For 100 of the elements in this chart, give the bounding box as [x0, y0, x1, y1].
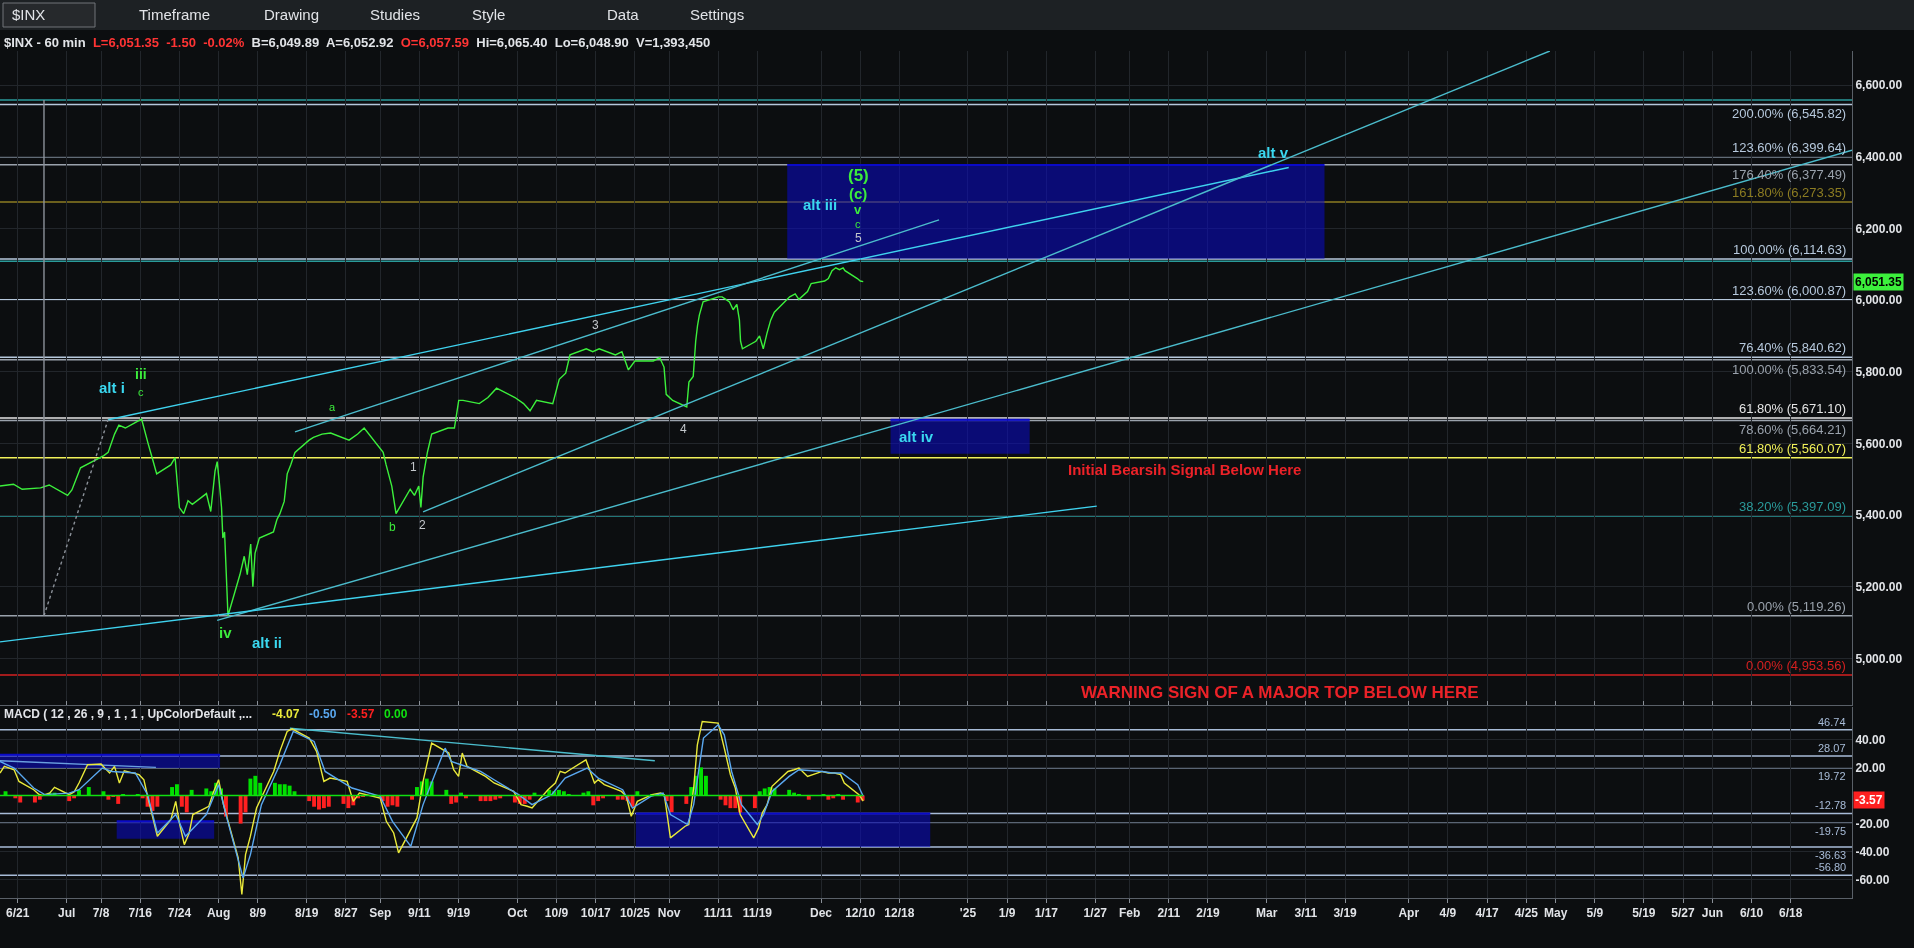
x-tick-label: 4/9 — [1439, 906, 1457, 921]
x-tick-label: 8/19 — [295, 906, 319, 921]
x-tick-label: 6/10 — [1739, 906, 1764, 921]
ref-line-label: 28.07 — [1818, 742, 1846, 754]
x-tick-label: 1/17 — [1034, 906, 1059, 921]
ref-line-label: 161.80% (6,273.35) — [1732, 185, 1847, 200]
ref-line-label: 200.00% (6,545.82) — [1732, 106, 1847, 121]
x-tick-label: Dec — [810, 906, 833, 921]
chart-title: MACD ( 12 , 26 , 9 , 1 , 1 , UpColorDefault ,... — [4, 707, 253, 721]
x-tick-label: 10/25 — [619, 906, 651, 921]
annotation: -4.07 — [272, 707, 300, 721]
x-tick-label: 5/27 — [1671, 906, 1696, 921]
annotation: 2 — [419, 518, 426, 532]
ref-line-label: 100.00% (6,114.63) — [1733, 242, 1847, 257]
x-tick-label: 1/27 — [1083, 906, 1108, 921]
x-tick-label: 2/19 — [1196, 906, 1220, 921]
annotation: Initial Bearsih Signal Below Here — [1068, 461, 1302, 478]
series-label: alt iv — [899, 428, 934, 445]
x-tick-label: Feb — [1118, 906, 1141, 921]
ref-line-label: 0.00% (4,953.56) — [1746, 658, 1846, 673]
text: Drawing — [264, 6, 320, 23]
ref-line-label: 123.60% (6,000.87) — [1732, 283, 1847, 298]
annotation: c — [138, 386, 144, 398]
y-tick-label: 5,400.00 — [1855, 508, 1903, 523]
y-tick-label: -40.00 — [1855, 844, 1890, 859]
annotation: b — [389, 520, 396, 534]
annotation: 0.00 — [384, 707, 408, 721]
x-tick-label: 4/17 — [1475, 906, 1500, 921]
x-tick-label: 11/11 — [703, 906, 733, 921]
annotation: 1 — [410, 460, 417, 474]
chart-title: $INX - 60 min L=6,051.35 -1.50 -0.02% B=6,049.89 A=6,052.92 O=6,057.59 Hi=6,065.40 Lo=6,048.90 V=1,393,450 — [4, 35, 711, 50]
text: Data — [607, 6, 640, 23]
y-tick-label: 5,600.00 — [1855, 436, 1903, 451]
x-tick-label: '25 — [959, 906, 977, 921]
annotation: 3 — [592, 318, 599, 332]
text: $INX — [12, 6, 46, 23]
ref-line-label: -12.78 — [1815, 799, 1847, 811]
annotation: alt i — [99, 379, 125, 396]
x-tick-label: Jul — [58, 906, 76, 921]
x-tick-label: 4/25 — [1514, 906, 1539, 921]
x-tick-label: 7/24 — [167, 906, 192, 921]
text: Timeframe — [139, 6, 211, 23]
x-tick-label: 6/21 — [6, 906, 30, 921]
annotation: (c) — [849, 185, 868, 202]
ref-line-label: -56.80 — [1815, 861, 1847, 873]
x-tick-label: Apr — [1398, 906, 1420, 921]
annotation: iv — [219, 624, 233, 641]
annotation: -0.50 — [309, 707, 337, 721]
y-tick-label: 5,000.00 — [1855, 651, 1903, 666]
y-tick-label: 5,800.00 — [1855, 364, 1903, 379]
x-tick-label: Mar — [1256, 906, 1278, 921]
y-tick-label: 20.00 — [1855, 760, 1886, 775]
ref-line-label: -19.75 — [1815, 825, 1847, 837]
x-tick-label: Jun — [1701, 906, 1724, 921]
y-tick-label: 40.00 — [1855, 732, 1886, 747]
x-tick-label: 9/11 — [408, 906, 432, 921]
x-tick-label: Aug — [206, 906, 231, 921]
x-tick-label: 5/9 — [1586, 906, 1604, 921]
annotation: 5 — [855, 231, 862, 245]
ref-line-label: 76.40% (5,840.62) — [1739, 340, 1846, 355]
ref-line-label: -36.63 — [1815, 849, 1847, 861]
x-tick-label: Sep — [369, 906, 392, 921]
ref-line-label: 46.74 — [1818, 716, 1846, 728]
x-tick-label: 8/9 — [249, 906, 267, 921]
x-tick-label: 2/11 — [1157, 906, 1181, 921]
annotation: alt v — [1258, 144, 1289, 161]
y-tick-label: -60.00 — [1855, 872, 1890, 887]
x-tick-label: 9/19 — [446, 906, 471, 921]
ref-line-label: 38.20% (5,397.09) — [1739, 499, 1846, 514]
ref-line-label: 0.00% (5,119.26) — [1747, 599, 1846, 614]
text: -3.57 — [1855, 793, 1883, 807]
x-tick-label: 3/11 — [1294, 906, 1318, 921]
y-tick-label: 6,200.00 — [1855, 221, 1903, 236]
x-tick-label: 7/16 — [128, 906, 153, 921]
x-tick-label: 5/19 — [1632, 906, 1656, 921]
annotation: iii — [135, 366, 147, 382]
annotation: v — [854, 202, 862, 217]
annotation: a — [329, 401, 336, 413]
annotation: WARNING SIGN OF A MAJOR TOP BELOW HERE — [1081, 683, 1479, 702]
ref-line-label: 123.60% (6,399.64) — [1732, 140, 1847, 155]
text: Studies — [370, 6, 421, 23]
text: Settings — [690, 6, 745, 23]
y-tick-label: -20.00 — [1855, 816, 1890, 831]
x-tick-label: Nov — [657, 906, 681, 921]
annotation: 4 — [680, 422, 687, 436]
ref-line-label: 78.60% (5,664.21) — [1739, 422, 1846, 437]
x-tick-label: 10/17 — [580, 906, 612, 921]
annotation: (5) — [848, 166, 869, 185]
x-tick-label: 10/9 — [544, 906, 569, 921]
annotation: -3.57 — [347, 707, 375, 721]
y-tick-label: 6,600.00 — [1855, 78, 1903, 93]
y-tick-label: 5,200.00 — [1855, 579, 1903, 594]
ref-line-label: 61.80% (5,560.07) — [1739, 441, 1846, 456]
y-tick-label: 6,000.00 — [1855, 293, 1903, 308]
x-tick-label: 12/18 — [884, 906, 915, 921]
x-tick-label: May — [1544, 906, 1568, 921]
text: 6,051.35 — [1855, 275, 1903, 289]
x-tick-label: 12/10 — [845, 906, 876, 921]
x-tick-label: Oct — [507, 906, 528, 921]
ref-line-label: 100.00% (5,833.54) — [1732, 362, 1847, 377]
